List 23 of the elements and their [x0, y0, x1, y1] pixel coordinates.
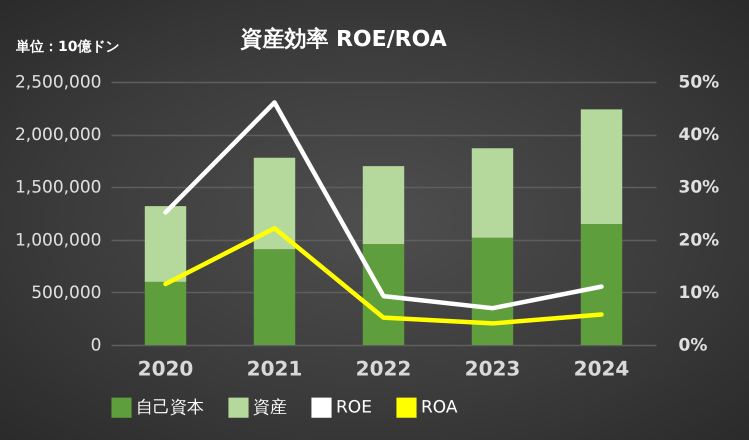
x-tick-label: 2020: [138, 356, 194, 380]
y2-tick-label: 50%: [678, 72, 720, 92]
text: 単位：10億ドン: [16, 38, 120, 56]
y2-tick-label: 0%: [678, 336, 708, 356]
legend-label: 自己資本: [136, 398, 204, 418]
y-tick-label: 500,000: [31, 282, 102, 303]
y-tick-label: 1,500,000: [14, 178, 102, 198]
y2-tick-label: 20%: [678, 230, 720, 250]
legend-label: ROA: [421, 398, 458, 418]
y2-tick-label: 10%: [678, 282, 720, 303]
y2-tick-label: 30%: [678, 178, 720, 198]
x-tick-label: 2022: [356, 356, 412, 380]
y-tick-label: 0: [90, 336, 102, 356]
y2-tick-label: 40%: [678, 125, 720, 146]
x-tick-label: 2021: [246, 356, 302, 380]
y-tick-label: 1,000,000: [14, 230, 102, 250]
chart-title: 資産効率 ROE/ROA: [239, 26, 447, 52]
legend-label: 資産: [253, 398, 287, 418]
legend-label: ROE: [336, 398, 372, 418]
x-tick-label: 2024: [574, 356, 630, 380]
y-tick-label: 2,500,000: [14, 72, 102, 92]
y-tick-label: 2,000,000: [14, 125, 102, 146]
x-tick-label: 2023: [464, 356, 520, 380]
